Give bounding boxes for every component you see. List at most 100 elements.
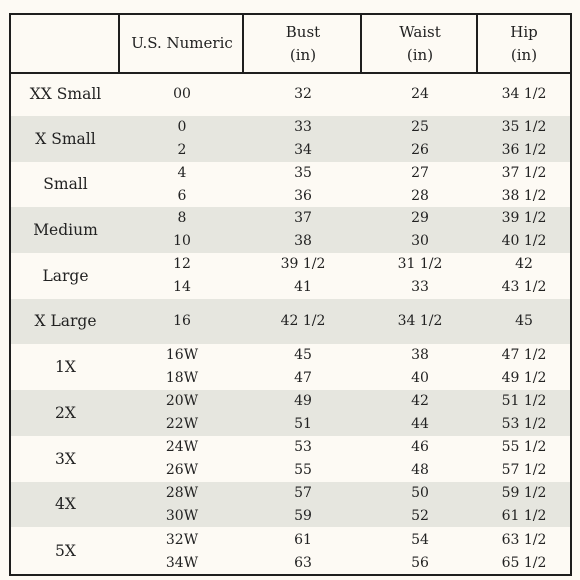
header-hip: Hip (in) bbox=[478, 15, 570, 72]
header-bust-label: Bust bbox=[285, 22, 321, 41]
size-label-cell: Medium bbox=[11, 207, 120, 253]
hip-cell: 42 43 1/2 bbox=[478, 253, 570, 299]
header-waist-unit: (in) bbox=[406, 45, 434, 64]
size-label: Large bbox=[42, 266, 89, 285]
table-row: X Small 0 2 33 34 25 26 35 1/2 36 1/2 bbox=[11, 116, 570, 162]
bust-value: 59 bbox=[294, 507, 312, 524]
waist-value: 44 bbox=[411, 416, 429, 432]
bust-value: 49 bbox=[294, 393, 312, 409]
table-row: 3X 24W 26W 53 55 46 48 55 1/2 57 1/2 bbox=[11, 436, 570, 482]
hip-cell: 35 1/2 36 1/2 bbox=[478, 116, 570, 162]
hip-value: 53 1/2 bbox=[501, 416, 547, 432]
waist-value: 56 bbox=[411, 554, 429, 571]
hip-cell: 39 1/2 40 1/2 bbox=[478, 207, 570, 253]
size-label: 2X bbox=[55, 403, 76, 422]
bust-cell: 53 55 bbox=[244, 436, 362, 482]
waist-cell: 29 30 bbox=[362, 207, 478, 253]
waist-value: 34 1/2 bbox=[397, 313, 443, 329]
bust-value: 38 bbox=[294, 233, 312, 249]
hip-cell: 55 1/2 57 1/2 bbox=[478, 436, 570, 482]
header-row: U.S. Numeric Bust (in) Waist (in) Hip (i… bbox=[11, 15, 570, 74]
table-row: Small 4 6 35 36 27 28 37 1/2 38 1/2 bbox=[11, 162, 570, 207]
bust-value: 47 bbox=[294, 370, 312, 386]
table-row: X Large 16 42 1/2 34 1/2 45 bbox=[11, 299, 570, 344]
header-hip-unit: (in) bbox=[510, 45, 538, 64]
waist-value: 24 bbox=[411, 85, 429, 102]
size-label-cell: 5X bbox=[11, 527, 120, 576]
hip-cell: 59 1/2 61 1/2 bbox=[478, 482, 570, 527]
us-numeric-value: 34W bbox=[165, 554, 199, 571]
waist-cell: 46 48 bbox=[362, 436, 478, 482]
size-label: 5X bbox=[55, 542, 76, 560]
us-numeric-value: 32W bbox=[165, 531, 199, 548]
header-divider bbox=[242, 15, 244, 72]
size-label-cell: X Large bbox=[11, 299, 120, 344]
bust-value: 37 bbox=[294, 210, 312, 226]
us-numeric-value: 24W bbox=[165, 439, 199, 455]
size-label-cell: X Small bbox=[11, 116, 120, 162]
hip-value: 59 1/2 bbox=[501, 484, 547, 501]
bust-cell: 49 51 bbox=[244, 390, 362, 436]
us-numeric-value: 2 bbox=[177, 142, 187, 158]
waist-value: 33 bbox=[411, 279, 429, 295]
header-waist: Waist (in) bbox=[362, 15, 478, 72]
bust-value: 42 1/2 bbox=[280, 313, 326, 329]
us-numeric-value: 10 bbox=[173, 233, 191, 249]
size-label-cell: 1X bbox=[11, 344, 120, 390]
hip-cell: 47 1/2 49 1/2 bbox=[478, 344, 570, 390]
waist-cell: 34 1/2 bbox=[362, 299, 478, 344]
table-row: 5X 32W 34W 61 63 54 56 63 1/2 65 1/2 bbox=[11, 527, 570, 576]
us-numeric-cell: 16W 18W bbox=[120, 344, 244, 390]
us-numeric-value: 28W bbox=[165, 484, 199, 501]
waist-cell: 31 1/2 33 bbox=[362, 253, 478, 299]
hip-value: 39 1/2 bbox=[501, 210, 547, 226]
waist-cell: 27 28 bbox=[362, 162, 478, 207]
us-numeric-value: 26W bbox=[165, 462, 199, 478]
waist-value: 26 bbox=[411, 142, 429, 158]
us-numeric-value: 16W bbox=[165, 347, 199, 363]
bust-cell: 35 36 bbox=[244, 162, 362, 207]
waist-cell: 24 bbox=[362, 72, 478, 116]
size-label: 3X bbox=[55, 449, 76, 468]
hip-value: 63 1/2 bbox=[501, 531, 547, 548]
waist-value: 48 bbox=[411, 462, 429, 478]
hip-value: 38 1/2 bbox=[501, 187, 547, 204]
bust-value: 34 bbox=[294, 142, 312, 158]
size-label: X Small bbox=[35, 129, 96, 148]
waist-cell: 25 26 bbox=[362, 116, 478, 162]
bust-cell: 42 1/2 bbox=[244, 299, 362, 344]
size-label-cell: 4X bbox=[11, 482, 120, 527]
us-numeric-cell: 8 10 bbox=[120, 207, 244, 253]
us-numeric-cell: 24W 26W bbox=[120, 436, 244, 482]
size-label-cell: Large bbox=[11, 253, 120, 299]
table-row: Large 12 14 39 1/2 41 31 1/2 33 42 43 1/2 bbox=[11, 253, 570, 299]
bust-value: 35 bbox=[294, 164, 312, 181]
bust-cell: 57 59 bbox=[244, 482, 362, 527]
us-numeric-value: 20W bbox=[165, 393, 199, 409]
waist-value: 31 1/2 bbox=[397, 256, 443, 272]
waist-value: 30 bbox=[411, 233, 429, 249]
size-label-cell: XX Small bbox=[11, 72, 120, 116]
hip-cell: 51 1/2 53 1/2 bbox=[478, 390, 570, 436]
header-corner-cell bbox=[11, 15, 120, 72]
bust-cell: 61 63 bbox=[244, 527, 362, 576]
header-us-numeric: U.S. Numeric bbox=[120, 15, 244, 72]
hip-value: 34 1/2 bbox=[501, 85, 547, 102]
us-numeric-value: 14 bbox=[173, 279, 191, 295]
bust-value: 41 bbox=[294, 279, 312, 295]
hip-value: 37 1/2 bbox=[501, 164, 547, 181]
table-row: 4X 28W 30W 57 59 50 52 59 1/2 61 1/2 bbox=[11, 482, 570, 527]
hip-cell: 45 bbox=[478, 299, 570, 344]
waist-value: 54 bbox=[411, 531, 429, 548]
waist-value: 50 bbox=[411, 484, 429, 501]
hip-value: 36 1/2 bbox=[501, 142, 547, 158]
hip-value: 61 1/2 bbox=[501, 507, 547, 524]
us-numeric-value: 12 bbox=[173, 256, 191, 272]
us-numeric-cell: 12 14 bbox=[120, 253, 244, 299]
bust-value: 51 bbox=[294, 416, 312, 432]
bust-value: 55 bbox=[294, 462, 312, 478]
bust-cell: 32 bbox=[244, 72, 362, 116]
bust-cell: 39 1/2 41 bbox=[244, 253, 362, 299]
